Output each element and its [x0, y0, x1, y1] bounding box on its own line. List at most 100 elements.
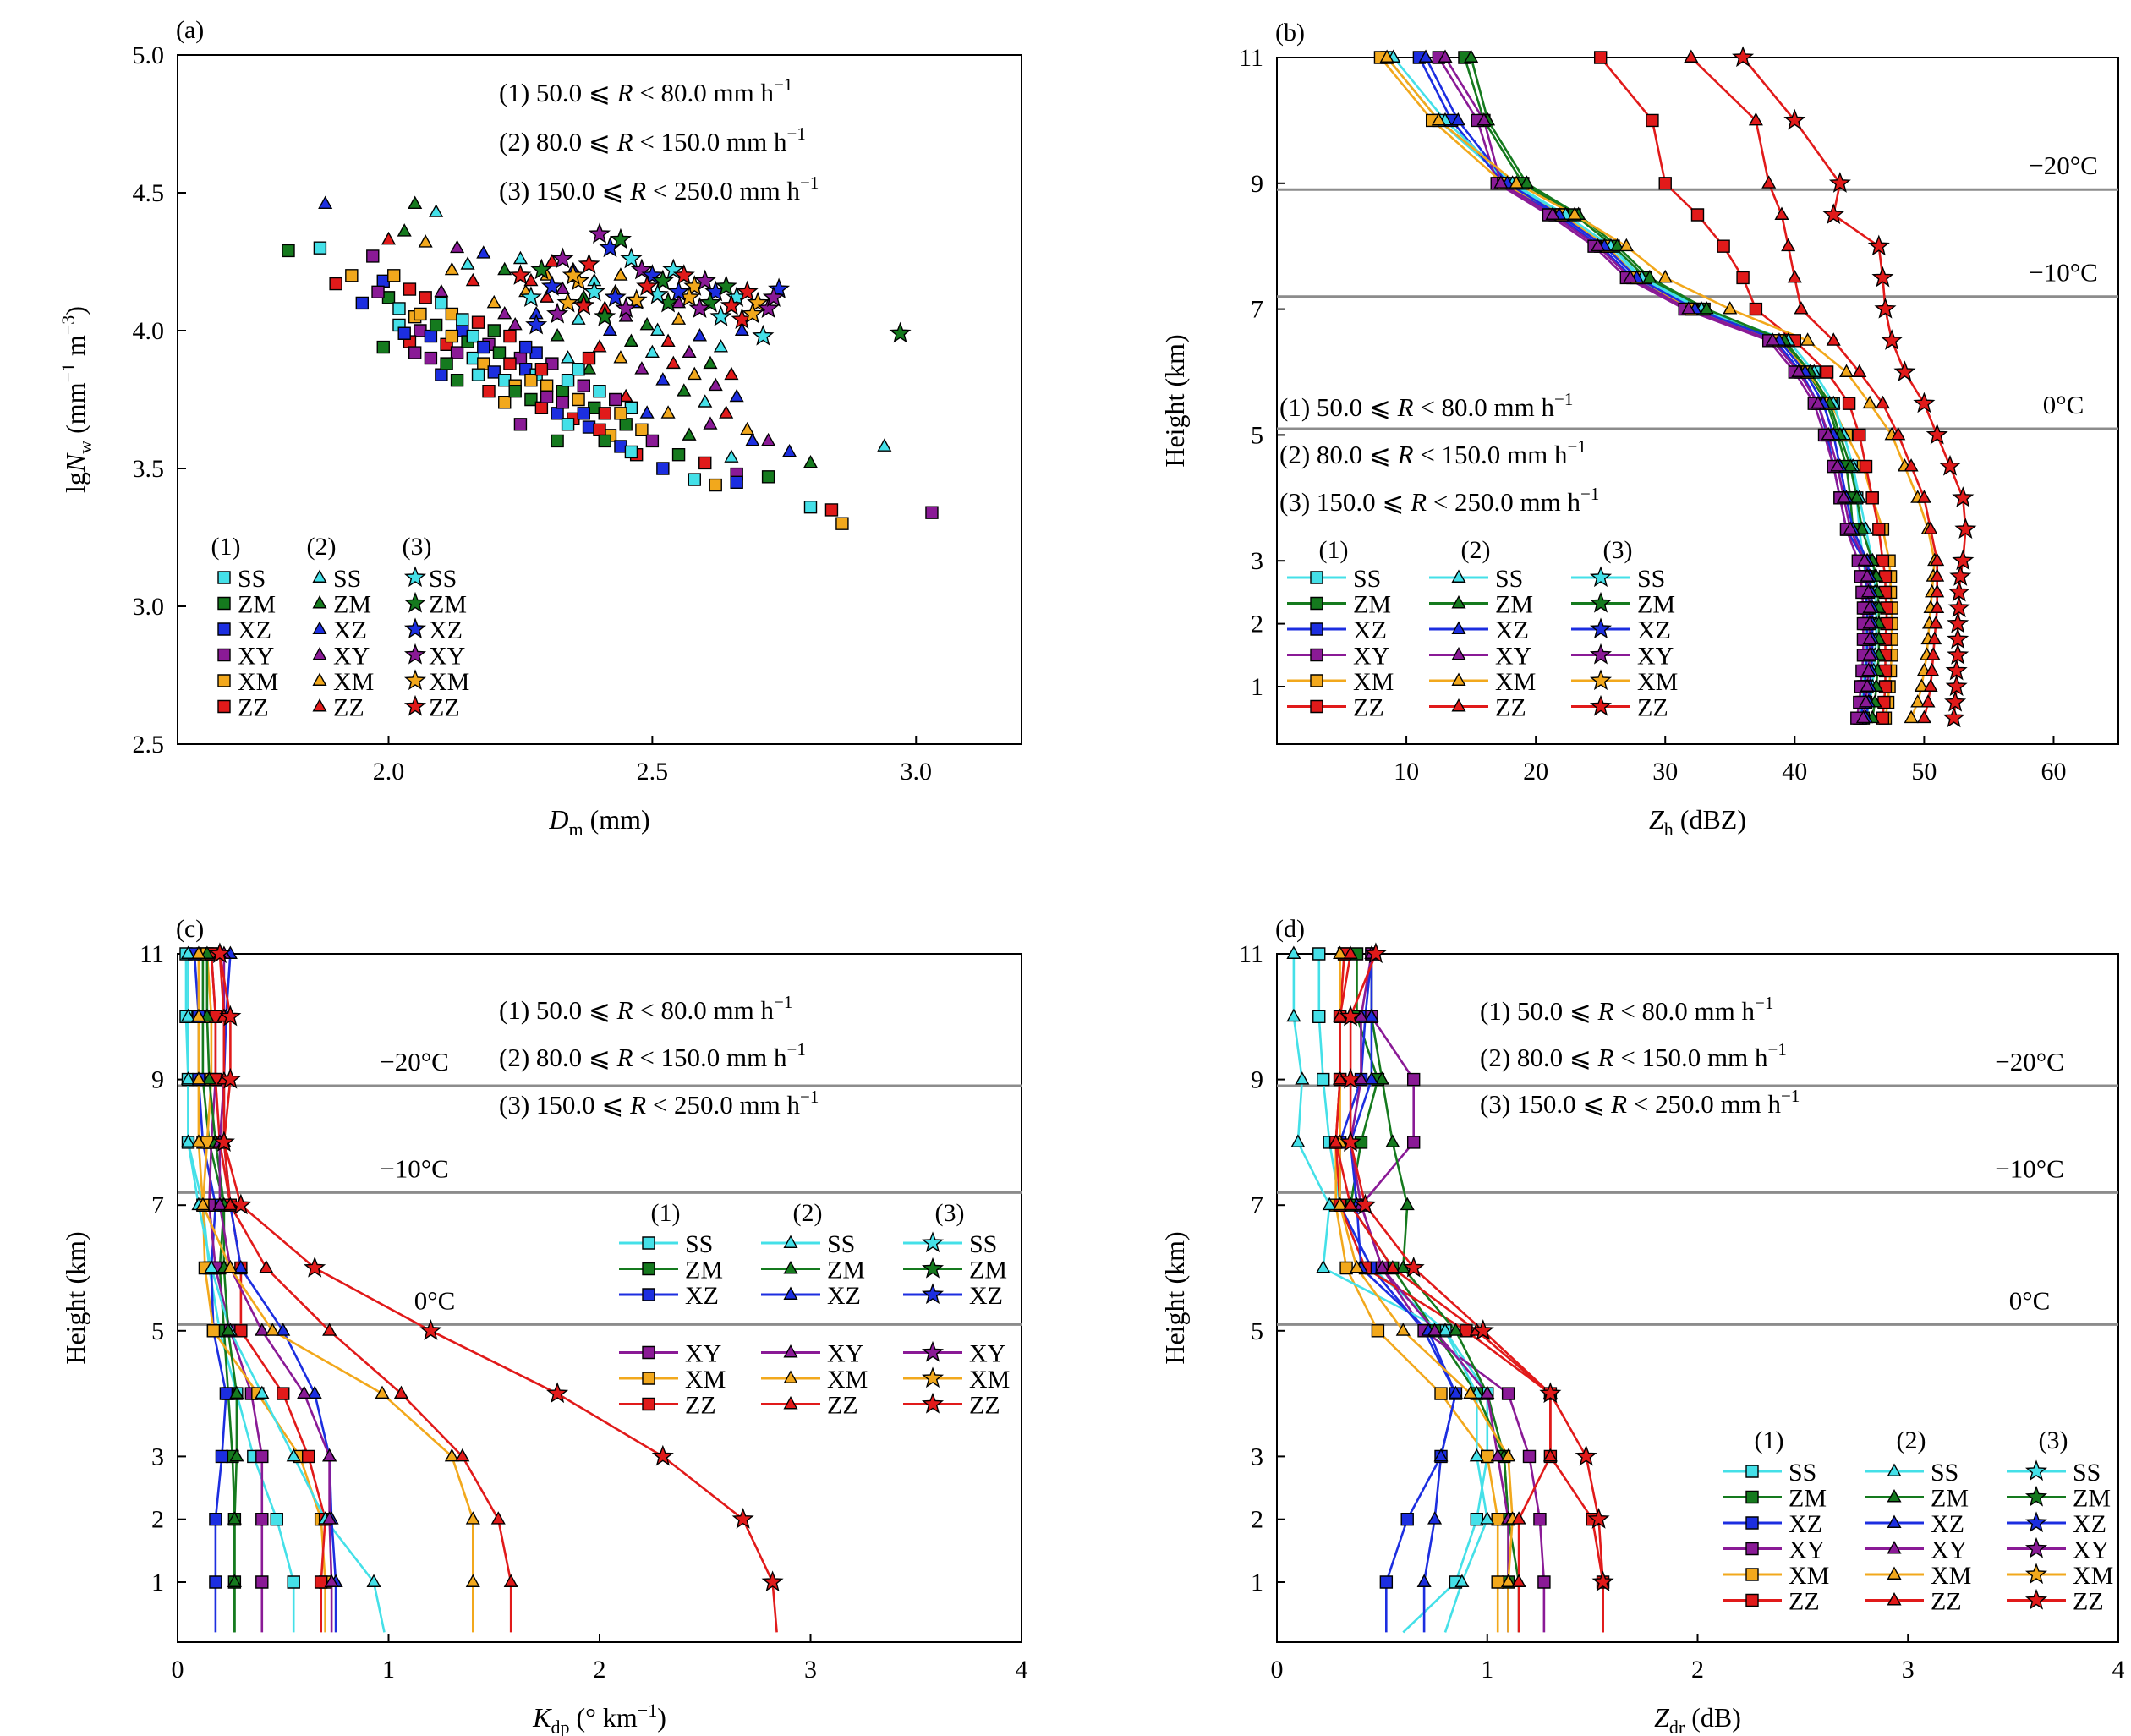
- scatter-point: [387, 269, 401, 282]
- legend-marker: [1451, 647, 1466, 660]
- profile-point: [209, 1575, 222, 1589]
- profile-point: [1836, 490, 1852, 503]
- scatter-point: [645, 434, 660, 448]
- scatter-point: [747, 291, 770, 313]
- profile-point: [277, 1387, 290, 1400]
- profile-point: [1464, 49, 1479, 63]
- scatter-point: [577, 407, 590, 420]
- x-tick-label: 3: [1902, 1656, 1915, 1684]
- legend-station-label: XZ: [1931, 1510, 1964, 1538]
- profile-point: [1587, 1508, 1610, 1529]
- scatter-point: [476, 245, 491, 259]
- profile-point: [1952, 486, 1975, 507]
- y-tick-label: 5: [151, 1317, 164, 1345]
- profile-point: [255, 1323, 270, 1336]
- isotherm-label: −20°C: [380, 1047, 449, 1076]
- profile-point: [1881, 329, 1904, 350]
- y-tick-label: 3: [1251, 547, 1263, 575]
- x-tick-label: 2: [594, 1656, 606, 1684]
- scatter-point: [550, 328, 565, 342]
- legend-marker: [783, 1370, 798, 1383]
- legend-marker: [312, 698, 327, 712]
- profile-point: [1765, 332, 1780, 346]
- scatter-point: [889, 321, 912, 343]
- legend-station-label: ZZ: [2073, 1588, 2104, 1616]
- scatter-point: [555, 281, 570, 295]
- legend-marker: [1310, 622, 1323, 636]
- profile-point: [1821, 426, 1836, 441]
- legend-station-label: XM: [969, 1366, 1010, 1394]
- scatter-point: [572, 392, 585, 407]
- y-tick-label: 2: [1251, 611, 1263, 638]
- profile-point: [1379, 1575, 1394, 1589]
- isotherm-label: −10°C: [2029, 258, 2098, 288]
- profile-point: [1454, 1574, 1470, 1587]
- profile-point: [1438, 1323, 1453, 1336]
- legend-station-label: XM: [429, 668, 469, 696]
- profile-point: [1333, 945, 1348, 959]
- profile-point: [227, 1574, 242, 1587]
- scatter-point: [604, 286, 627, 307]
- profile-point: [301, 1449, 315, 1464]
- profile-point: [1619, 238, 1634, 252]
- legend-marker: [642, 1345, 655, 1360]
- legend-station-label: SS: [1353, 565, 1381, 593]
- x-tick-label: 30: [1652, 758, 1678, 786]
- legend-station-label: ZM: [2073, 1485, 2111, 1513]
- scatter-point: [666, 355, 681, 370]
- legend-station-label: ZZ: [969, 1392, 1000, 1420]
- scatter-point: [525, 313, 548, 335]
- scatter-point: [703, 355, 718, 370]
- x-tick-label: 3.0: [901, 758, 933, 786]
- legend-station-label: SS: [969, 1230, 997, 1258]
- profile-point: [287, 1575, 300, 1589]
- profile-point: [1438, 49, 1453, 63]
- y-tick-label: 3: [151, 1443, 164, 1470]
- profile-point: [255, 1385, 270, 1399]
- scatter-point: [752, 324, 775, 346]
- scatter-point: [639, 316, 655, 331]
- profile-point: [1354, 1193, 1377, 1215]
- profile-point: [546, 1382, 569, 1404]
- profile-point: [1470, 1513, 1484, 1526]
- y-tick-label: 5: [1251, 1317, 1263, 1345]
- legend-marker: [921, 1366, 945, 1388]
- profile-point: [297, 1385, 312, 1399]
- profile-point: [201, 1071, 216, 1085]
- profile-point: [1910, 694, 1926, 708]
- profile-point: [1862, 631, 1877, 645]
- profile-point: [1748, 112, 1763, 126]
- profile-point: [1431, 112, 1446, 126]
- scatter-point: [598, 407, 611, 420]
- scatter-point: [445, 329, 459, 343]
- legend-station-label: XY: [333, 643, 370, 671]
- legend-station-label: XY: [1637, 643, 1674, 671]
- profile-point: [1723, 301, 1738, 315]
- scatter-point: [715, 275, 737, 296]
- scatter-point: [593, 385, 606, 398]
- scatter-point: [662, 258, 685, 280]
- scatter-point: [588, 222, 611, 244]
- profile-point: [1849, 490, 1865, 503]
- profile-point: [1926, 423, 1948, 445]
- rain-rate-annotation: (1) 50.0 ⩽ R < 80.0 mm h−1: [499, 992, 792, 1025]
- profile-point: [1623, 269, 1638, 283]
- scatter-point: [540, 289, 555, 303]
- profile-point: [1343, 945, 1358, 959]
- scatter-point: [581, 361, 597, 375]
- profile-point: [255, 1513, 269, 1526]
- scatter-point: [519, 286, 542, 307]
- legend-station-label: XZ: [333, 616, 367, 644]
- profile-point: [209, 1513, 222, 1526]
- legend-marker: [1745, 1516, 1759, 1530]
- profile-point: [465, 1574, 480, 1587]
- profile-point: [1480, 1385, 1495, 1399]
- scatter-point: [651, 269, 674, 291]
- legend-marker: [1310, 699, 1323, 714]
- profile-point: [1371, 1324, 1385, 1338]
- legend-station-label: XM: [1495, 668, 1536, 696]
- legend-station-label: ZM: [238, 591, 276, 619]
- scatter-point: [671, 311, 687, 325]
- scatter-point: [497, 305, 512, 320]
- profile-point: [1322, 1197, 1337, 1211]
